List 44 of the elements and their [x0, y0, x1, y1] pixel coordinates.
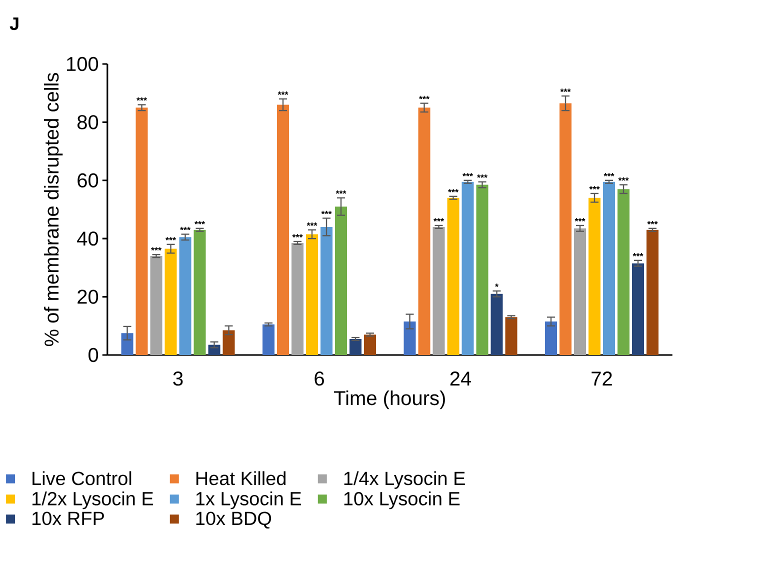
data-label: *** — [462, 173, 474, 176]
data-label: *** — [604, 173, 614, 176]
x-tick-label: 6 — [314, 372, 324, 386]
data-label: *** — [647, 221, 658, 224]
legend-label: 10x RFP — [32, 512, 104, 526]
y-tick-label: 60 — [78, 173, 98, 188]
data-label: *** — [151, 247, 162, 251]
data-label: *** — [166, 237, 176, 240]
x-tick-label: 72 — [592, 372, 612, 386]
data-label: *** — [336, 190, 346, 194]
data-label: *** — [278, 92, 288, 95]
y-tick-label: 100 — [67, 56, 98, 72]
data-label: *** — [618, 177, 629, 181]
data-label: *** — [589, 186, 600, 190]
legend-label: 1x Lysocin E — [196, 491, 302, 510]
data-label: *** — [194, 221, 206, 224]
legend-label: 1/4x Lysocin E — [344, 471, 465, 489]
data-label: *** — [560, 88, 571, 92]
y-tick-label: 0 — [88, 348, 98, 362]
y-tick-label: 80 — [77, 115, 98, 130]
data-label: *** — [180, 226, 191, 230]
data-label: *** — [434, 218, 444, 222]
legend-label: 10x Lysocin E — [344, 491, 460, 510]
legend-label: Live Control — [32, 471, 132, 486]
data-label: *** — [306, 222, 318, 226]
text: J — [10, 18, 18, 30]
data-label: *** — [632, 253, 644, 256]
y-axis-title: % of membrane disrupted cells — [44, 72, 63, 346]
data-label: *** — [574, 218, 586, 222]
data-label: *** — [419, 96, 430, 100]
data-label: *** — [292, 234, 303, 238]
y-tick-label: 40 — [77, 232, 98, 246]
data-label: *** — [477, 174, 488, 178]
data-label: *** — [136, 97, 148, 101]
x-tick-label: 24 — [450, 372, 472, 386]
data-label: * — [495, 284, 499, 287]
data-label: *** — [321, 210, 332, 214]
x-axis-title: Time (hours) — [334, 390, 445, 410]
legend-label: 10x BDQ — [196, 512, 272, 529]
y-tick-label: 20 — [78, 290, 98, 304]
data-label: *** — [448, 189, 459, 192]
legend-label: Heat Killed — [196, 471, 286, 486]
x-tick-label: 3 — [173, 372, 183, 386]
legend-label: 1/2x Lysocin E — [32, 491, 154, 510]
